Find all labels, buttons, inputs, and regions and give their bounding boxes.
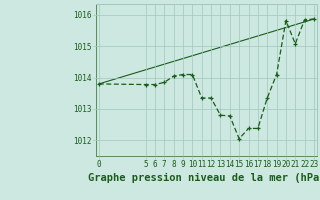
X-axis label: Graphe pression niveau de la mer (hPa): Graphe pression niveau de la mer (hPa): [88, 173, 320, 183]
